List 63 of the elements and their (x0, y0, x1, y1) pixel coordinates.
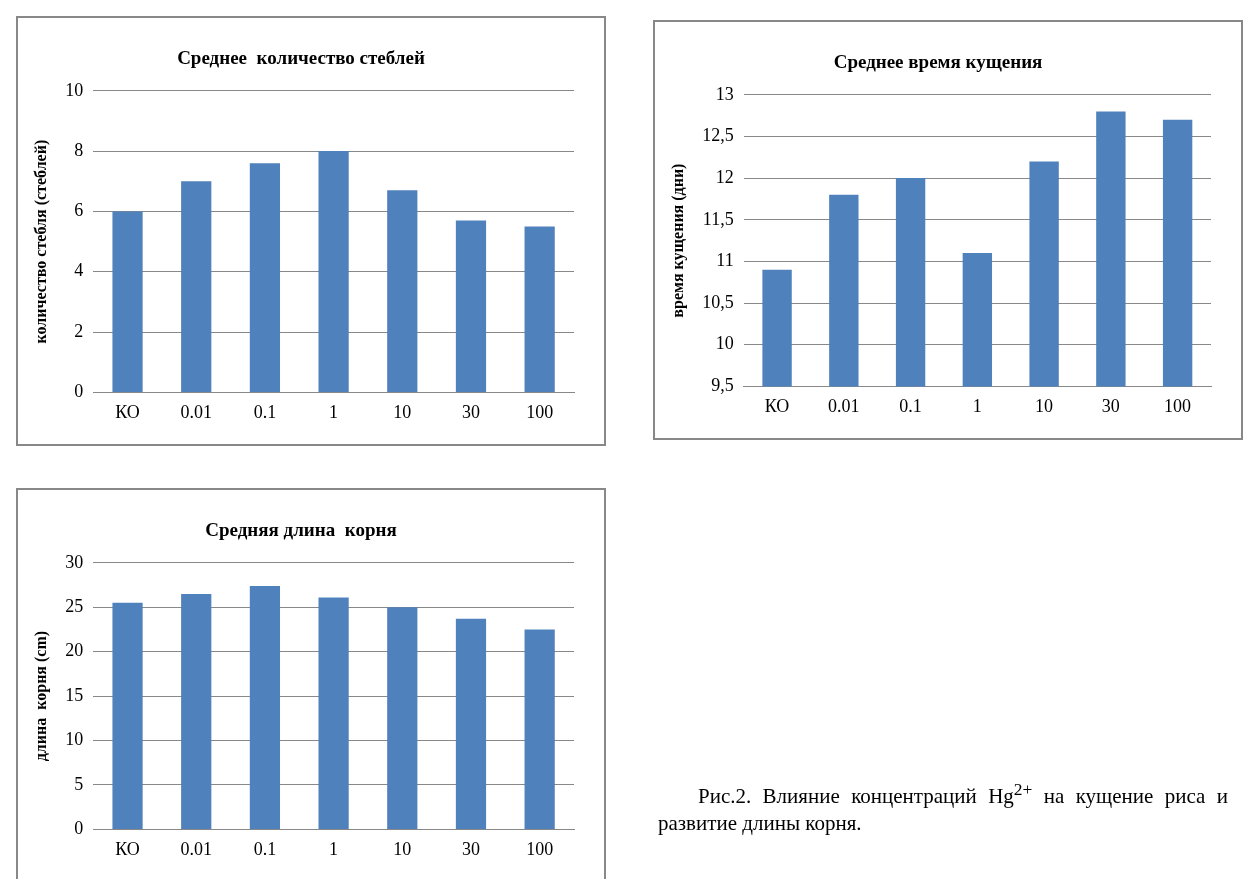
y-tick-label: 15 (65, 684, 84, 705)
x-tick-label: 1 (329, 838, 339, 859)
x-tick-label: 30 (461, 838, 480, 859)
y-tick-label: 25 (65, 595, 84, 616)
x-tick-label: 30 (1101, 395, 1120, 416)
x-tick-label: 0.01 (828, 395, 860, 416)
x-tick-label: 0.1 (253, 838, 277, 859)
bar (112, 602, 143, 829)
chart-title: Средняя длина корня (205, 519, 397, 541)
y-tick-label: 11 (716, 250, 734, 271)
x-tick-label: 0.01 (180, 401, 212, 422)
bar (455, 220, 487, 392)
bar (181, 181, 212, 392)
y-tick-label: 12 (715, 166, 734, 187)
y-tick-label: 10 (65, 79, 84, 100)
bar (112, 211, 143, 392)
x-tick-label: 0.1 (899, 395, 922, 416)
y-tick-label: 9,5 (711, 375, 734, 396)
y-axis-title: время кущения (дни) (668, 163, 687, 318)
x-tick-label: 100 (1164, 395, 1192, 416)
y-tick-label: 11,5 (702, 208, 734, 229)
y-tick-label: 8 (74, 139, 84, 160)
x-tick-label: 100 (526, 401, 554, 422)
bar (249, 585, 281, 829)
x-tick-label: 1 (329, 401, 339, 422)
y-tick-label: 5 (74, 773, 84, 794)
x-tick-label: 10 (393, 401, 412, 422)
y-tick-label: 4 (74, 260, 84, 281)
chart-title: Среднее время кущения (833, 51, 1043, 73)
y-tick-label: 0 (74, 818, 84, 839)
x-tick-label: 1 (972, 395, 982, 416)
x-tick-label: 30 (461, 401, 480, 422)
y-tick-label: 2 (74, 320, 84, 341)
x-tick-label: 10 (1035, 395, 1054, 416)
bar (455, 618, 487, 829)
y-axis-title: длина корня (cm) (31, 630, 50, 762)
bar (249, 163, 281, 392)
x-tick-label: КО (115, 838, 140, 859)
bar (318, 597, 349, 829)
bar (181, 593, 212, 829)
bar (524, 226, 555, 392)
y-tick-label: 10 (65, 729, 84, 750)
bar (318, 151, 349, 392)
x-tick-label: 100 (526, 838, 554, 859)
y-tick-label: 20 (65, 640, 84, 661)
y-tick-label: 13 (715, 83, 734, 104)
x-tick-label: 0.01 (180, 838, 212, 859)
y-tick-label: 10,5 (702, 291, 734, 312)
y-tick-label: 0 (74, 381, 84, 402)
x-tick-label: КО (764, 395, 790, 416)
y-tick-label: 30 (65, 551, 84, 572)
chart-title: Среднее количество стеблей (177, 47, 425, 69)
text: Рис.2. Влияние концентраций Hg$^{2+}$ на кущение риса и развитие длины корня. (658, 779, 1228, 836)
bar (387, 190, 418, 392)
y-tick-label: 10 (715, 333, 734, 354)
bar (387, 607, 418, 829)
bar (524, 629, 555, 829)
y-tick-label: 12,5 (702, 125, 734, 146)
y-axis-title: количество стебля (стеблей) (31, 139, 50, 344)
x-tick-label: 0.1 (253, 401, 277, 422)
y-tick-label: 6 (74, 200, 84, 221)
x-tick-label: 10 (393, 838, 412, 859)
x-tick-label: КО (115, 401, 140, 422)
